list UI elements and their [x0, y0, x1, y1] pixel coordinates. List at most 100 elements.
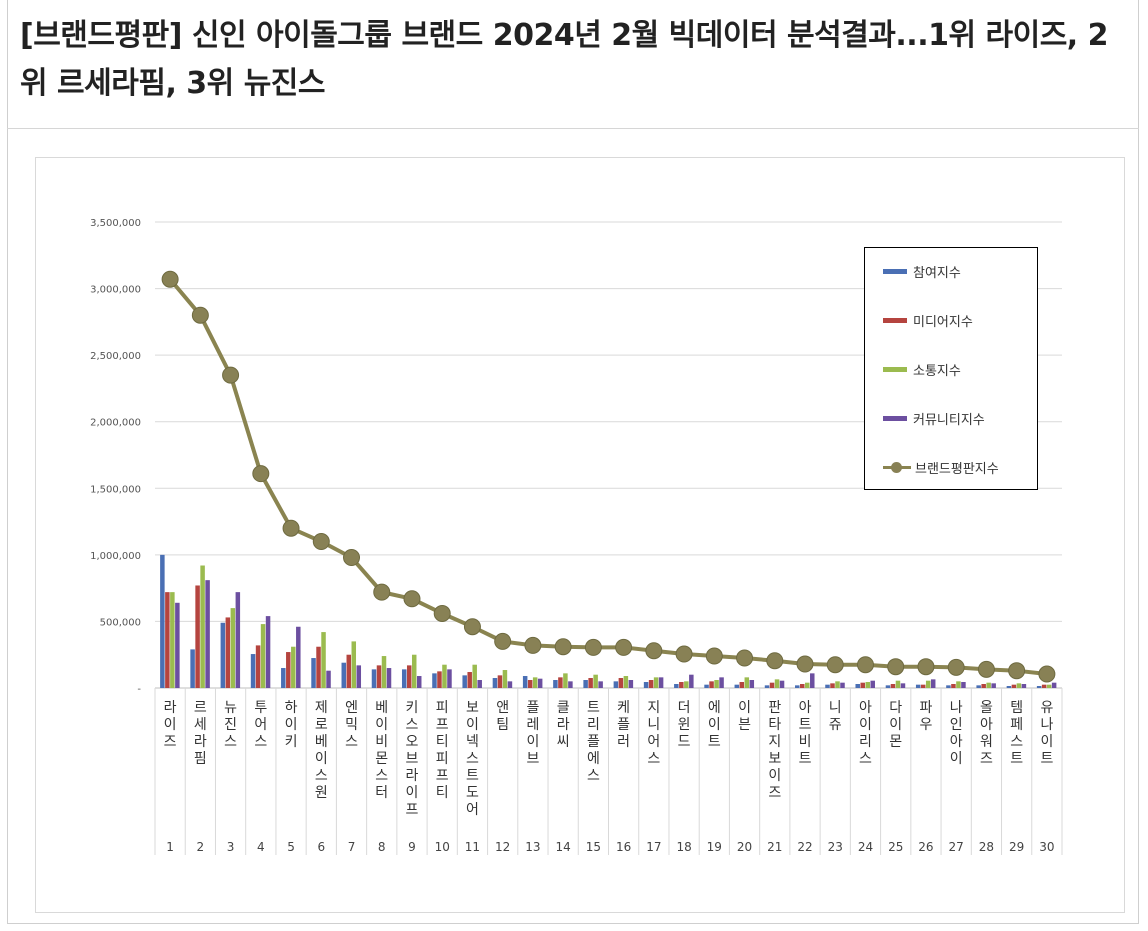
bar	[986, 682, 991, 688]
legend-item: 참여지수	[883, 261, 961, 281]
bar	[810, 673, 815, 688]
rank-label: 8	[378, 840, 386, 854]
rank-label: 12	[495, 840, 510, 854]
bar	[411, 654, 417, 688]
bar	[976, 685, 981, 688]
bar	[956, 681, 961, 688]
bar	[860, 682, 865, 688]
legend-item: 소통지수	[883, 359, 961, 379]
rank-label: 13	[525, 840, 540, 854]
bar	[764, 685, 770, 688]
bar	[895, 680, 901, 688]
reputation-point	[494, 632, 512, 650]
bar	[532, 677, 538, 688]
rank-label: 21	[767, 840, 782, 854]
bar	[704, 684, 709, 688]
bar	[195, 585, 200, 688]
bar	[1051, 682, 1057, 688]
rank-label: 26	[918, 840, 933, 854]
reputation-point	[856, 656, 874, 674]
rank-label: 29	[1009, 840, 1024, 854]
bar	[1006, 686, 1012, 688]
bar	[190, 649, 195, 688]
bar	[946, 685, 951, 688]
bar	[981, 684, 986, 688]
bar	[225, 617, 231, 688]
reputation-point	[705, 647, 723, 665]
bar	[734, 684, 740, 688]
bar	[1046, 684, 1052, 688]
rank-label: 9	[408, 840, 416, 854]
bar	[744, 677, 750, 688]
bar	[568, 681, 573, 688]
bar	[628, 680, 634, 688]
y-tick-label: 3,500,000	[90, 218, 141, 229]
rank-label: 6	[317, 840, 325, 854]
bar	[492, 678, 498, 688]
bar	[432, 673, 437, 688]
bar	[961, 682, 966, 688]
bar	[291, 646, 296, 688]
bar	[648, 680, 654, 688]
bar	[235, 592, 241, 688]
bar	[437, 671, 442, 688]
legend-swatch	[883, 366, 907, 372]
reputation-point	[403, 590, 421, 608]
rank-label: 10	[435, 840, 450, 854]
bar	[502, 670, 508, 688]
rank-label: 4	[257, 840, 265, 854]
legend-label: 브랜드평판지수	[915, 461, 999, 477]
rank-label: 5	[287, 840, 295, 854]
legend-item: 브랜드평판지수	[883, 457, 999, 477]
bar	[205, 580, 210, 688]
rank-label: 17	[646, 840, 661, 854]
bar	[951, 684, 956, 688]
bar	[583, 680, 588, 688]
legend-label: 미디어지수	[913, 314, 973, 330]
bar	[613, 681, 619, 688]
bar	[1036, 686, 1042, 688]
reputation-point	[826, 656, 844, 674]
y-tick-label: -	[137, 684, 141, 695]
bar	[447, 669, 452, 688]
y-tick-label: 3,000,000	[90, 285, 141, 296]
bar	[830, 683, 835, 688]
bar	[341, 662, 347, 688]
bar	[386, 668, 392, 688]
bar	[805, 682, 810, 688]
bar	[795, 685, 800, 688]
rank-label: 23	[828, 840, 843, 854]
bar	[401, 669, 407, 688]
bar	[250, 654, 256, 688]
bar	[653, 677, 659, 688]
bar	[890, 684, 896, 688]
bar	[472, 664, 477, 688]
reputation-point	[554, 638, 572, 656]
bar	[230, 608, 236, 688]
reputation-point	[796, 655, 814, 673]
legend-swatch	[883, 317, 907, 323]
legend-swatch	[883, 268, 907, 274]
bar	[170, 592, 175, 688]
reputation-point	[524, 636, 542, 654]
bar	[623, 676, 629, 688]
bar	[991, 683, 996, 688]
rank-label: 11	[465, 840, 480, 854]
rank-label: 18	[676, 840, 691, 854]
bar	[311, 658, 316, 688]
y-tick-label: 1,500,000	[90, 484, 141, 495]
